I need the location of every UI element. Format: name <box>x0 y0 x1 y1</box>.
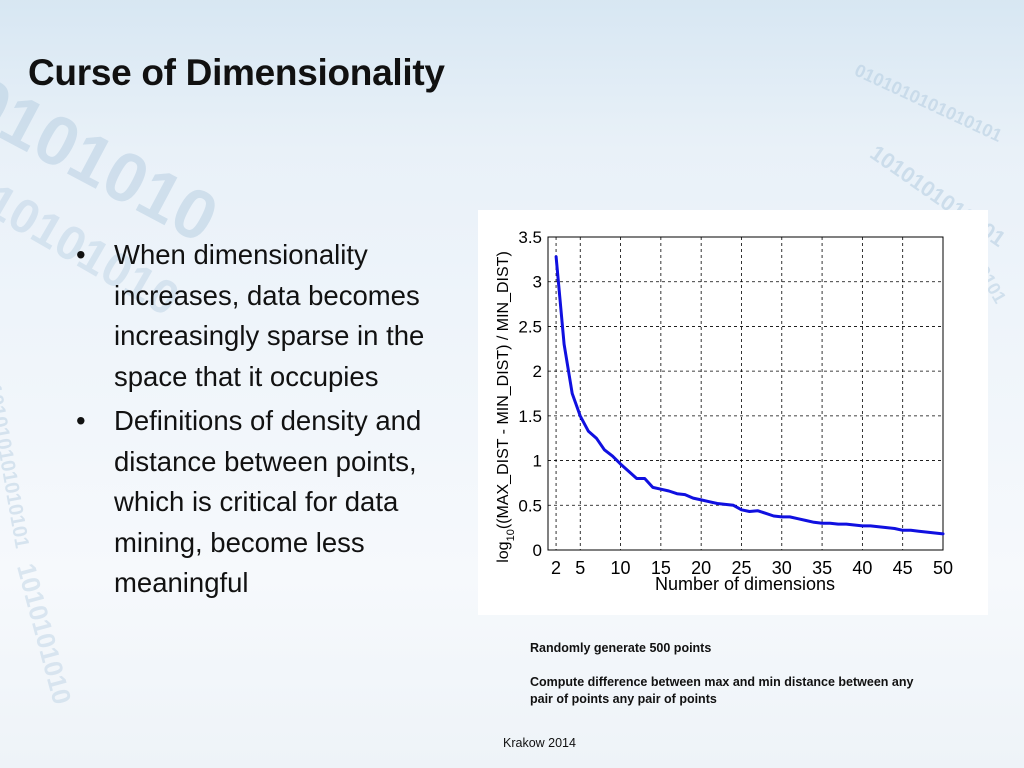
x-tick-label: 45 <box>893 558 913 578</box>
grid <box>548 236 944 551</box>
footer-text: Krakow 2014 <box>503 736 576 750</box>
bullet-item: • Definitions of density and distance be… <box>74 401 454 604</box>
bullet-dot-icon: • <box>76 405 86 436</box>
x-axis-label: Number of dimensions <box>655 574 835 594</box>
x-tick-label: 25 <box>731 558 751 578</box>
y-axis-label: log10((MAX_DIST - MIN_DIST) / MIN_DIST) <box>495 251 517 563</box>
y-tick-label: 3 <box>533 273 542 292</box>
slide-title: Curse of Dimensionality <box>28 52 445 93</box>
bullet-list: • When dimensionality increases, data be… <box>74 235 454 608</box>
bullet-text: Definitions of density and distance betw… <box>114 405 422 598</box>
bullet-item: • When dimensionality increases, data be… <box>74 235 454 397</box>
x-tick-label: 5 <box>575 558 585 578</box>
series-line <box>554 255 945 536</box>
x-tick-label: 50 <box>933 558 953 578</box>
x-tick-label: 10 <box>611 558 631 578</box>
y-tick-label: 3.5 <box>518 228 542 247</box>
x-tick-label: 40 <box>852 558 872 578</box>
y-tick-label: 1.5 <box>518 407 542 426</box>
binary-decoration: 10101010101010101 <box>0 360 33 551</box>
x-tick-label: 20 <box>691 558 711 578</box>
x-tick-label: 2 <box>551 558 561 578</box>
caption-line: Randomly generate 500 points <box>530 641 712 655</box>
bullet-dot-icon: • <box>76 239 86 270</box>
y-tick-label: 2.5 <box>518 317 542 336</box>
background-band <box>0 0 1024 150</box>
y-tick-label: 1 <box>533 452 542 471</box>
binary-decoration: 1010101010 <box>11 560 78 708</box>
x-tick-label: 15 <box>651 558 671 578</box>
x-tick-label: 30 <box>772 558 792 578</box>
caption-line: Compute difference between max and min d… <box>530 675 914 706</box>
plot-frame <box>547 236 944 551</box>
y-tick-label: 0 <box>533 541 542 560</box>
chart-caption: Randomly generate 500 points Compute dif… <box>530 640 930 708</box>
y-tick-label: 0.5 <box>518 496 542 515</box>
y-tick-label: 2 <box>533 362 542 381</box>
bullet-text: When dimensionality increases, data beco… <box>114 239 425 392</box>
x-tick-label: 35 <box>812 558 832 578</box>
chart-panel: 2 5 10 15 20 25 30 35 40 45 50 0 0.5 1 1.5 2 2.5 3 3.5 Num… <box>478 210 988 615</box>
